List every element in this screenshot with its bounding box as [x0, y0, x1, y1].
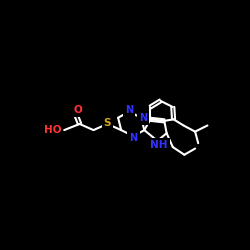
Text: NH: NH: [150, 140, 168, 150]
Text: N: N: [139, 113, 147, 123]
Text: HO: HO: [44, 125, 61, 135]
Text: O: O: [74, 105, 82, 115]
Text: N: N: [130, 133, 138, 143]
Text: S: S: [104, 118, 111, 128]
Text: N: N: [125, 105, 133, 115]
